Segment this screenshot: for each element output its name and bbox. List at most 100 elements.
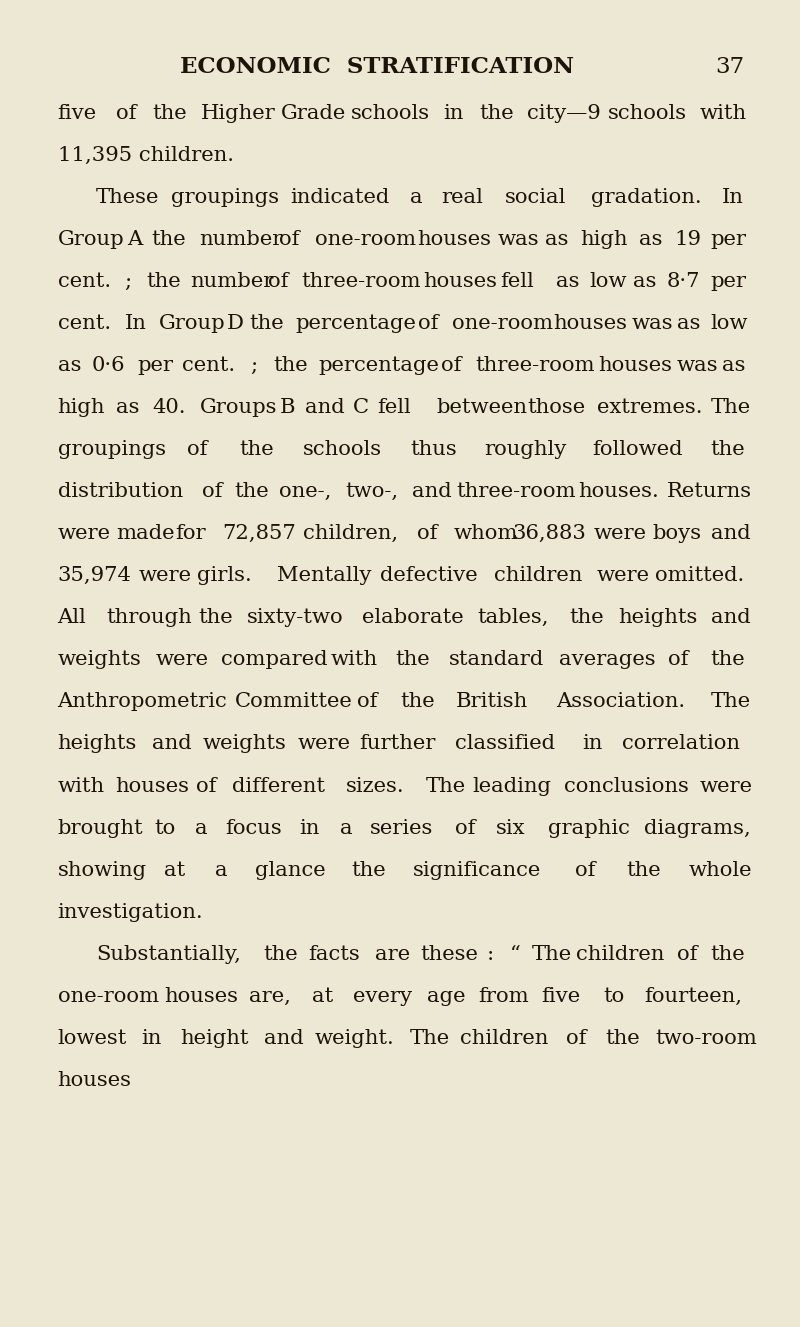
Text: three-room: three-room — [301, 272, 421, 291]
Text: In: In — [125, 313, 147, 333]
Text: city—9: city—9 — [527, 104, 601, 122]
Text: one-room: one-room — [315, 230, 416, 248]
Text: as: as — [58, 356, 81, 376]
Text: age: age — [426, 987, 465, 1006]
Text: houses: houses — [165, 987, 238, 1006]
Text: heights: heights — [618, 608, 698, 628]
Text: boys: boys — [652, 524, 702, 543]
Text: thus: thus — [410, 441, 457, 459]
Text: In: In — [722, 187, 743, 207]
Text: with: with — [700, 104, 747, 122]
Text: were: were — [700, 776, 753, 796]
Text: investigation.: investigation. — [58, 902, 203, 922]
Text: as: as — [556, 272, 579, 291]
Text: and: and — [710, 524, 750, 543]
Text: the: the — [198, 608, 234, 628]
Text: Mentally: Mentally — [278, 567, 372, 585]
Text: The: The — [710, 398, 751, 417]
Text: at: at — [312, 987, 334, 1006]
Text: compared: compared — [221, 650, 327, 669]
Text: five: five — [541, 987, 580, 1006]
Text: the: the — [234, 482, 270, 502]
Text: children: children — [577, 945, 665, 963]
Text: for: for — [175, 524, 206, 543]
Text: children: children — [494, 567, 582, 585]
Text: houses: houses — [553, 313, 626, 333]
Text: 8·7: 8·7 — [666, 272, 700, 291]
Text: two-,: two-, — [346, 482, 398, 502]
Text: children,: children, — [303, 524, 398, 543]
Text: the: the — [250, 313, 285, 333]
Text: number: number — [198, 230, 282, 248]
Text: per: per — [710, 230, 746, 248]
Text: five: five — [58, 104, 97, 122]
Text: in: in — [142, 1028, 162, 1048]
Text: of: of — [668, 650, 688, 669]
Text: the: the — [263, 945, 298, 963]
Text: and: and — [264, 1028, 304, 1048]
Text: 19: 19 — [675, 230, 702, 248]
Text: to: to — [604, 987, 625, 1006]
Text: whole: whole — [689, 861, 752, 880]
Text: classified: classified — [454, 734, 554, 754]
Text: averages: averages — [558, 650, 655, 669]
Text: were: were — [597, 567, 650, 585]
Text: the: the — [626, 861, 661, 880]
Text: children: children — [460, 1028, 548, 1048]
Text: houses: houses — [418, 230, 491, 248]
Text: the: the — [605, 1028, 640, 1048]
Text: low: low — [589, 272, 626, 291]
Text: further: further — [360, 734, 436, 754]
Text: from: from — [478, 987, 529, 1006]
Text: as: as — [722, 356, 746, 376]
Text: schools: schools — [351, 104, 430, 122]
Text: gradation.: gradation. — [590, 187, 702, 207]
Text: the: the — [710, 441, 746, 459]
Text: extremes.: extremes. — [597, 398, 702, 417]
Text: the: the — [401, 693, 435, 711]
Text: of: of — [455, 819, 475, 837]
Text: of: of — [196, 776, 217, 796]
Text: in: in — [299, 819, 319, 837]
Text: per: per — [710, 272, 746, 291]
Text: percentage: percentage — [318, 356, 439, 376]
Text: as: as — [545, 230, 568, 248]
Text: of: of — [202, 482, 222, 502]
Text: six: six — [496, 819, 526, 837]
Text: a: a — [340, 819, 353, 837]
Text: were: were — [298, 734, 351, 754]
Text: whom: whom — [454, 524, 518, 543]
Text: the: the — [351, 861, 386, 880]
Text: schools: schools — [608, 104, 687, 122]
Text: The: The — [532, 945, 572, 963]
Text: followed: followed — [592, 441, 682, 459]
Text: with: with — [330, 650, 378, 669]
Text: three-room: three-room — [475, 356, 595, 376]
Text: The: The — [410, 1028, 450, 1048]
Text: of: of — [279, 230, 299, 248]
Text: weight.: weight. — [314, 1028, 394, 1048]
Text: made: made — [116, 524, 174, 543]
Text: distribution: distribution — [58, 482, 183, 502]
Text: 37: 37 — [715, 56, 744, 78]
Text: houses.: houses. — [578, 482, 658, 502]
Text: D: D — [226, 313, 244, 333]
Text: elaborate: elaborate — [362, 608, 464, 628]
Text: of: of — [418, 524, 438, 543]
Text: leading: leading — [473, 776, 552, 796]
Text: of: of — [441, 356, 462, 376]
Text: were: were — [594, 524, 646, 543]
Text: The: The — [710, 693, 751, 711]
Text: of: of — [575, 861, 596, 880]
Text: graphic: graphic — [548, 819, 630, 837]
Text: The: The — [426, 776, 466, 796]
Text: in: in — [443, 104, 463, 122]
Text: 35,974: 35,974 — [58, 567, 131, 585]
Text: fourteen,: fourteen, — [644, 987, 742, 1006]
Text: low: low — [710, 313, 748, 333]
Text: number: number — [190, 272, 274, 291]
Text: glance: glance — [255, 861, 326, 880]
Text: focus: focus — [225, 819, 282, 837]
Text: the: the — [710, 650, 746, 669]
Text: series: series — [370, 819, 433, 837]
